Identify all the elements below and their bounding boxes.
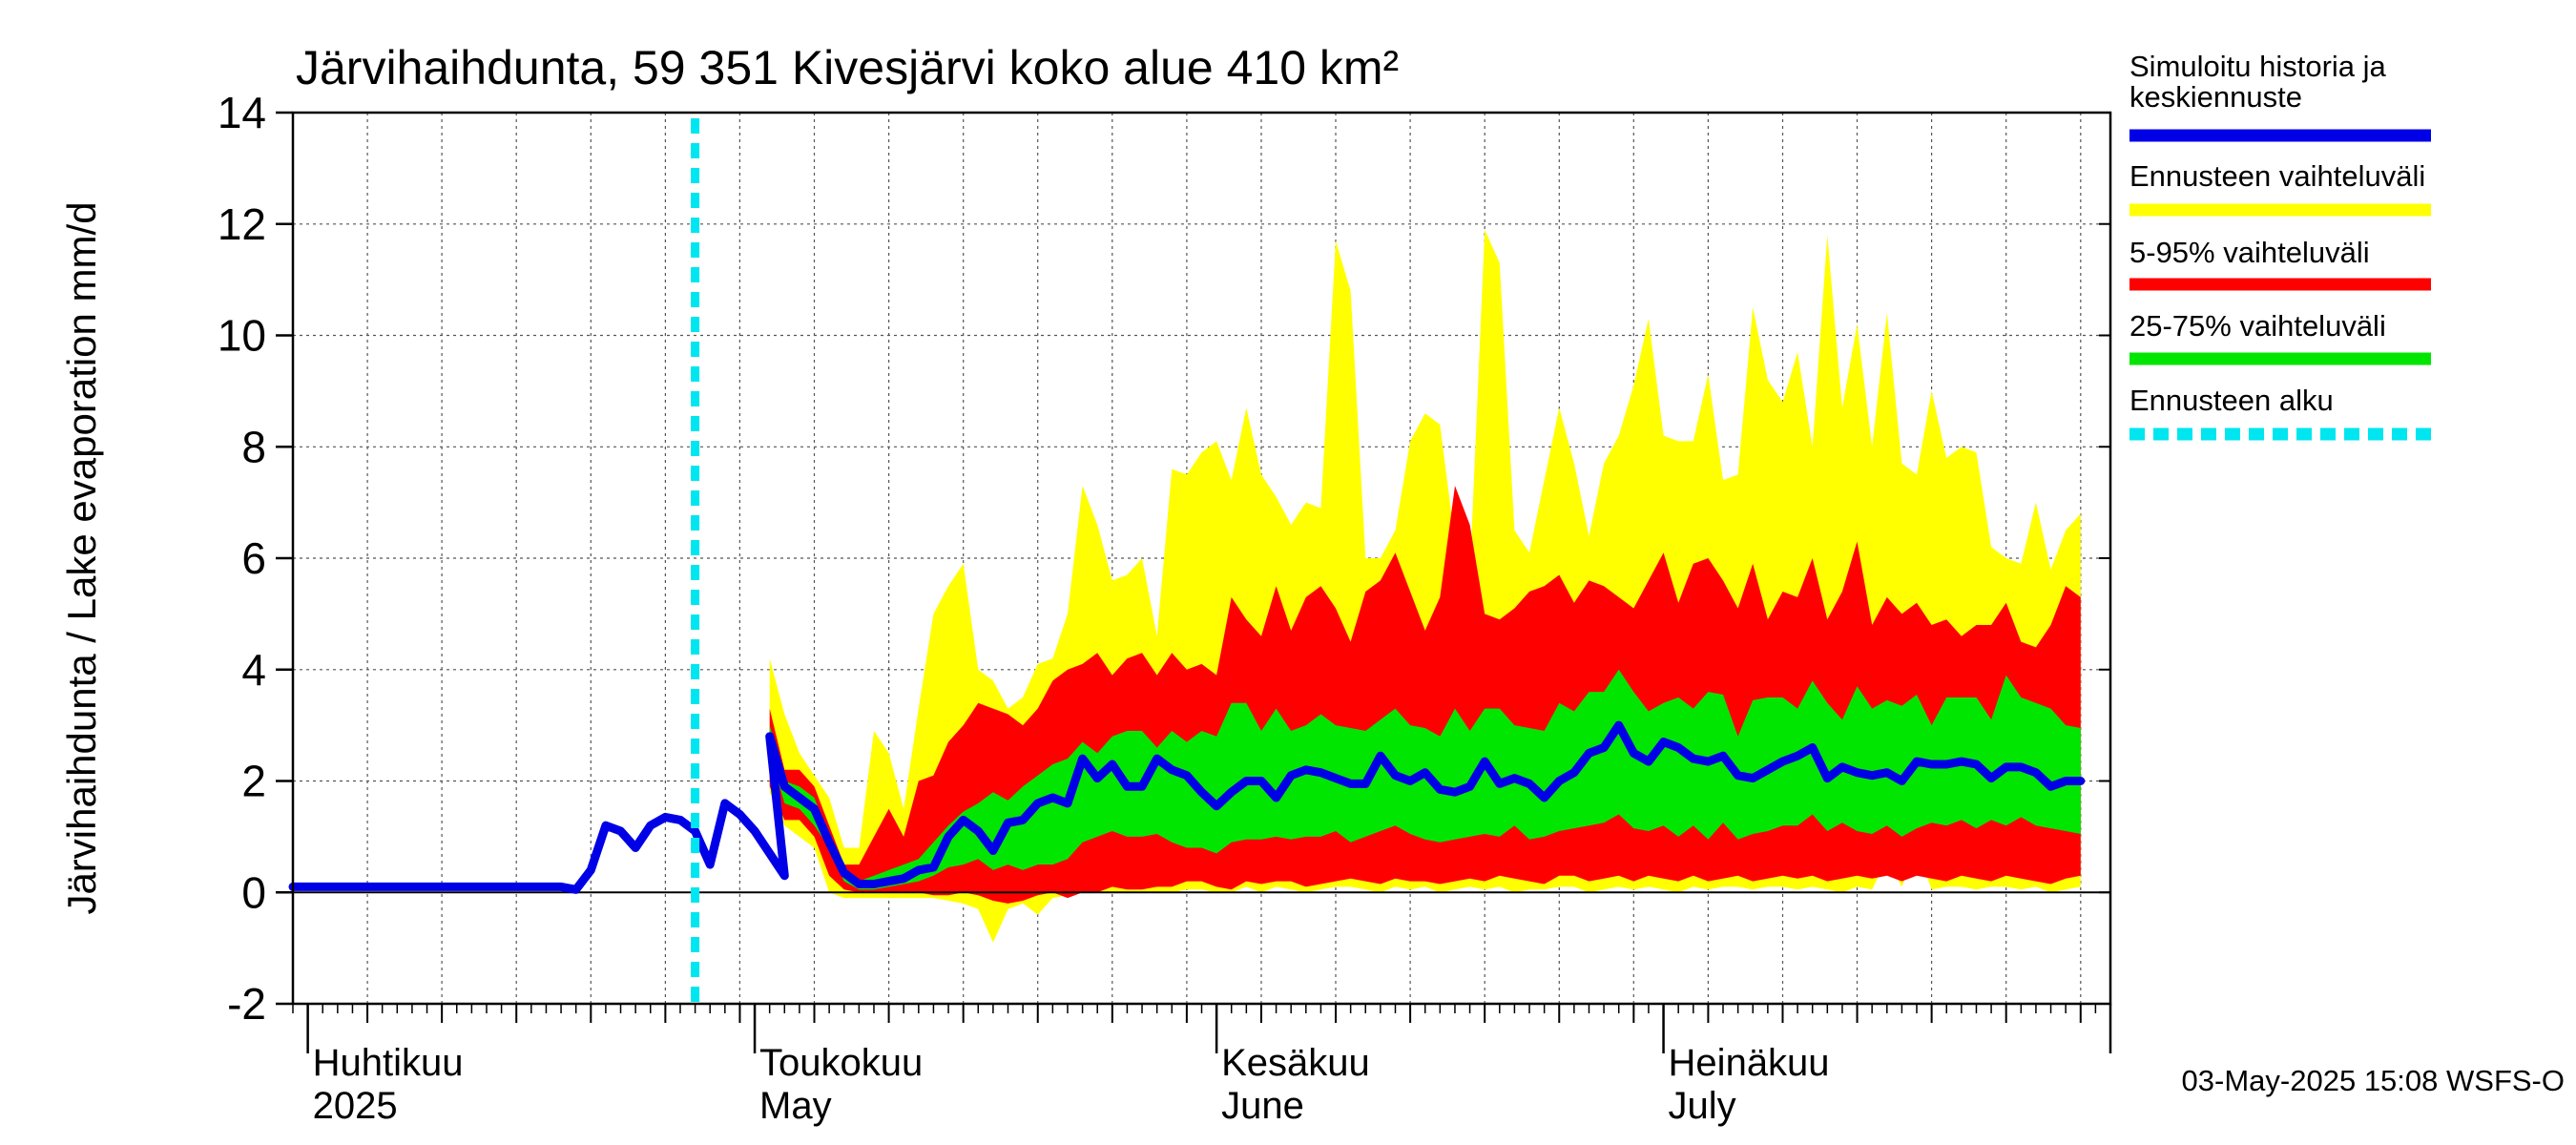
- legend-label: 5-95% vaihteluväli: [2129, 236, 2370, 269]
- y-tick-label: 4: [241, 645, 266, 695]
- y-tick-label: -2: [227, 979, 266, 1029]
- timestamp: 03-May-2025 15:08 WSFS-O: [2182, 1064, 2565, 1097]
- legend-label: 25-75% vaihteluväli: [2129, 309, 2386, 343]
- band-25-75: [769, 669, 2081, 890]
- median-line: [288, 720, 2086, 894]
- y-tick-label: 12: [218, 199, 266, 249]
- x-month-label-en: June: [1221, 1085, 1304, 1127]
- legend-label: keskiennuste: [2129, 80, 2302, 114]
- y-tick-label: 0: [241, 867, 266, 917]
- legend-label: Ennusteen vaihteluväli: [2129, 159, 2425, 193]
- legend-label: Simuloitu historia ja: [2129, 50, 2387, 83]
- x-month-label-en: 2025: [313, 1085, 398, 1127]
- y-tick-label: 8: [241, 422, 266, 471]
- y-axis-label: Järvihaihdunta / Lake evaporation mm/d: [59, 201, 104, 914]
- y-tick-label: 14: [218, 88, 266, 137]
- chart-title: Järvihaihdunta, 59 351 Kivesjärvi koko a…: [296, 41, 1399, 94]
- x-month-label-fi: Heinäkuu: [1669, 1042, 1830, 1084]
- legend-label: Ennusteen alku: [2129, 384, 2334, 417]
- x-month-label-fi: Toukokuu: [759, 1042, 923, 1084]
- y-tick-label: 10: [218, 311, 266, 361]
- x-month-label-fi: Huhtikuu: [313, 1042, 464, 1084]
- y-tick-label: 2: [241, 757, 266, 806]
- y-tick-label: 6: [241, 533, 266, 583]
- x-month-label-en: July: [1669, 1085, 1736, 1127]
- x-month-label-en: May: [759, 1085, 832, 1127]
- x-month-label-fi: Kesäkuu: [1221, 1042, 1370, 1084]
